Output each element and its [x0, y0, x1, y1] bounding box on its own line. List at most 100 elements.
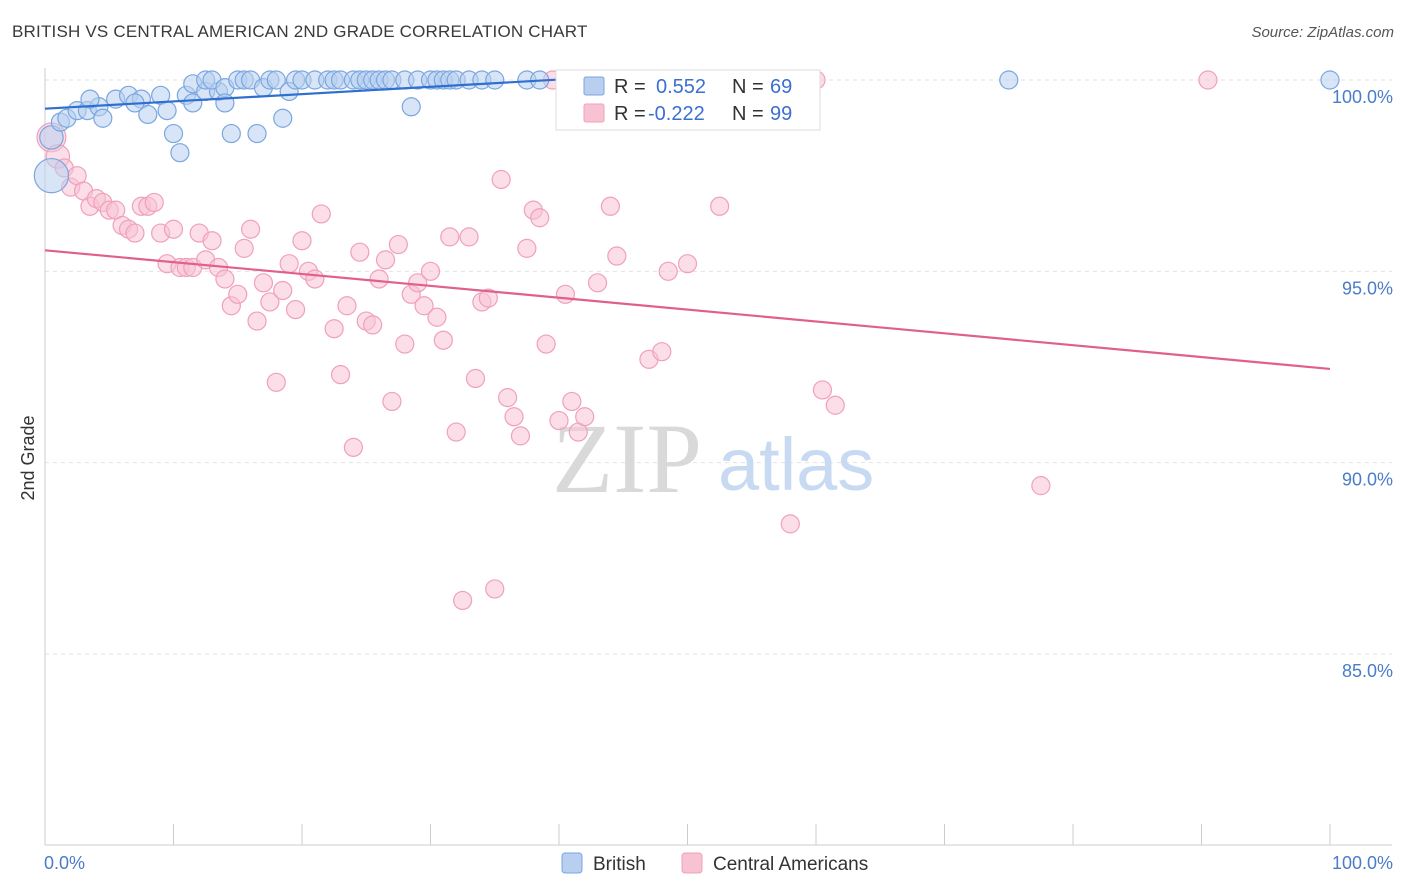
legend-swatch-central-americans	[583, 103, 605, 123]
point-central-americans	[491, 169, 511, 190]
point-central-americans	[446, 422, 466, 442]
point-central-americans	[780, 514, 800, 534]
point-central-americans	[465, 368, 486, 389]
point-central-americans	[215, 269, 235, 289]
point-central-americans	[530, 208, 550, 228]
point-central-americans	[395, 334, 415, 354]
chart-title: BRITISH VS CENTRAL AMERICAN 2ND GRADE CO…	[12, 22, 588, 41]
legend-n-label-british: N =	[732, 76, 764, 98]
point-central-americans	[382, 391, 402, 412]
point-british	[999, 70, 1019, 90]
point-british	[273, 108, 293, 128]
point-british	[33, 157, 70, 194]
watermark: ZIP atlas	[552, 403, 874, 514]
point-central-americans	[600, 196, 621, 216]
point-central-americans	[330, 365, 351, 385]
point-central-americans	[459, 227, 479, 247]
point-central-americans	[677, 254, 698, 274]
point-central-americans	[504, 407, 524, 427]
point-central-americans	[440, 227, 460, 247]
point-central-americans	[575, 407, 595, 427]
point-british	[170, 143, 190, 163]
point-central-americans	[658, 261, 678, 281]
axes	[44, 68, 1392, 846]
x-tick-label: 100.0%	[1332, 853, 1393, 873]
point-central-americans	[311, 204, 331, 224]
point-british	[247, 123, 267, 144]
y-tick-label: 90.0%	[1342, 470, 1393, 490]
series-legend-label-british: British	[593, 854, 646, 875]
point-central-americans	[375, 250, 396, 270]
series-legend-swatch-central-americans	[681, 852, 703, 874]
point-central-americans	[163, 219, 184, 239]
legend-n-value-central-americans: 99	[770, 103, 792, 125]
point-central-americans	[549, 410, 569, 431]
watermark-atlas: atlas	[718, 423, 874, 506]
y-tick-label: 100.0%	[1332, 87, 1393, 107]
point-central-americans	[710, 196, 730, 216]
point-central-americans	[285, 300, 306, 320]
legend-r-value-central-americans: -0.222	[648, 103, 705, 125]
legend-n-value-british: 69	[770, 76, 792, 98]
legend-r-label-british: R =	[614, 76, 646, 98]
y-tick-label: 95.0%	[1342, 278, 1393, 298]
point-british	[183, 93, 203, 113]
x-tick-label: 0.0%	[44, 853, 85, 873]
point-central-americans	[587, 273, 608, 293]
point-central-americans	[247, 311, 267, 331]
point-british	[215, 93, 235, 113]
point-central-americans	[343, 437, 363, 457]
point-central-americans	[266, 372, 286, 392]
trend-line-central-americans	[44, 249, 1331, 371]
legend: R = 0.552 N = 69 R = -0.222 N = 99	[555, 69, 821, 131]
point-central-americans	[125, 223, 145, 243]
legend-r-value-british: 0.552	[656, 76, 706, 98]
point-central-americans	[825, 395, 845, 415]
point-central-americans	[453, 590, 473, 611]
point-central-americans	[478, 288, 498, 308]
point-central-americans	[536, 334, 556, 354]
point-british	[1320, 70, 1340, 90]
series-legend: British Central Americans	[561, 852, 868, 875]
point-central-americans	[337, 296, 357, 316]
point-british	[485, 70, 505, 90]
watermark-zip: ZIP	[552, 403, 702, 514]
point-central-americans	[350, 242, 370, 262]
point-central-americans	[562, 391, 582, 412]
point-central-americans	[433, 330, 453, 350]
point-central-americans	[202, 231, 222, 251]
point-central-americans	[812, 380, 833, 400]
point-central-americans	[414, 296, 434, 316]
point-central-americans	[241, 219, 261, 239]
point-central-americans	[1198, 70, 1218, 90]
point-british	[401, 97, 421, 117]
y-tick-label: 85.0%	[1342, 661, 1393, 681]
point-british	[266, 70, 286, 90]
point-central-americans	[228, 284, 248, 304]
point-central-americans	[1031, 476, 1051, 496]
point-british	[80, 89, 100, 109]
point-central-americans	[279, 254, 299, 274]
series-legend-label-central-americans: Central Americans	[713, 854, 868, 875]
point-central-americans	[427, 307, 447, 327]
point-central-americans	[324, 319, 344, 339]
source-label: Source: ZipAtlas.com	[1251, 24, 1394, 41]
point-central-americans	[305, 269, 325, 289]
series-legend-swatch-british	[561, 852, 583, 874]
point-central-americans	[607, 246, 627, 266]
point-central-americans	[555, 284, 576, 304]
point-central-americans	[253, 273, 274, 293]
point-central-americans	[498, 388, 518, 408]
point-central-americans	[388, 234, 408, 255]
point-central-americans	[260, 292, 280, 312]
point-central-americans	[273, 280, 293, 301]
point-british	[157, 101, 177, 121]
point-british	[221, 123, 241, 144]
data-points	[33, 70, 1340, 611]
point-british	[163, 123, 184, 144]
point-central-americans	[652, 342, 672, 362]
point-central-americans	[517, 238, 537, 258]
gridlines	[45, 79, 1392, 655]
point-central-americans	[144, 192, 164, 213]
